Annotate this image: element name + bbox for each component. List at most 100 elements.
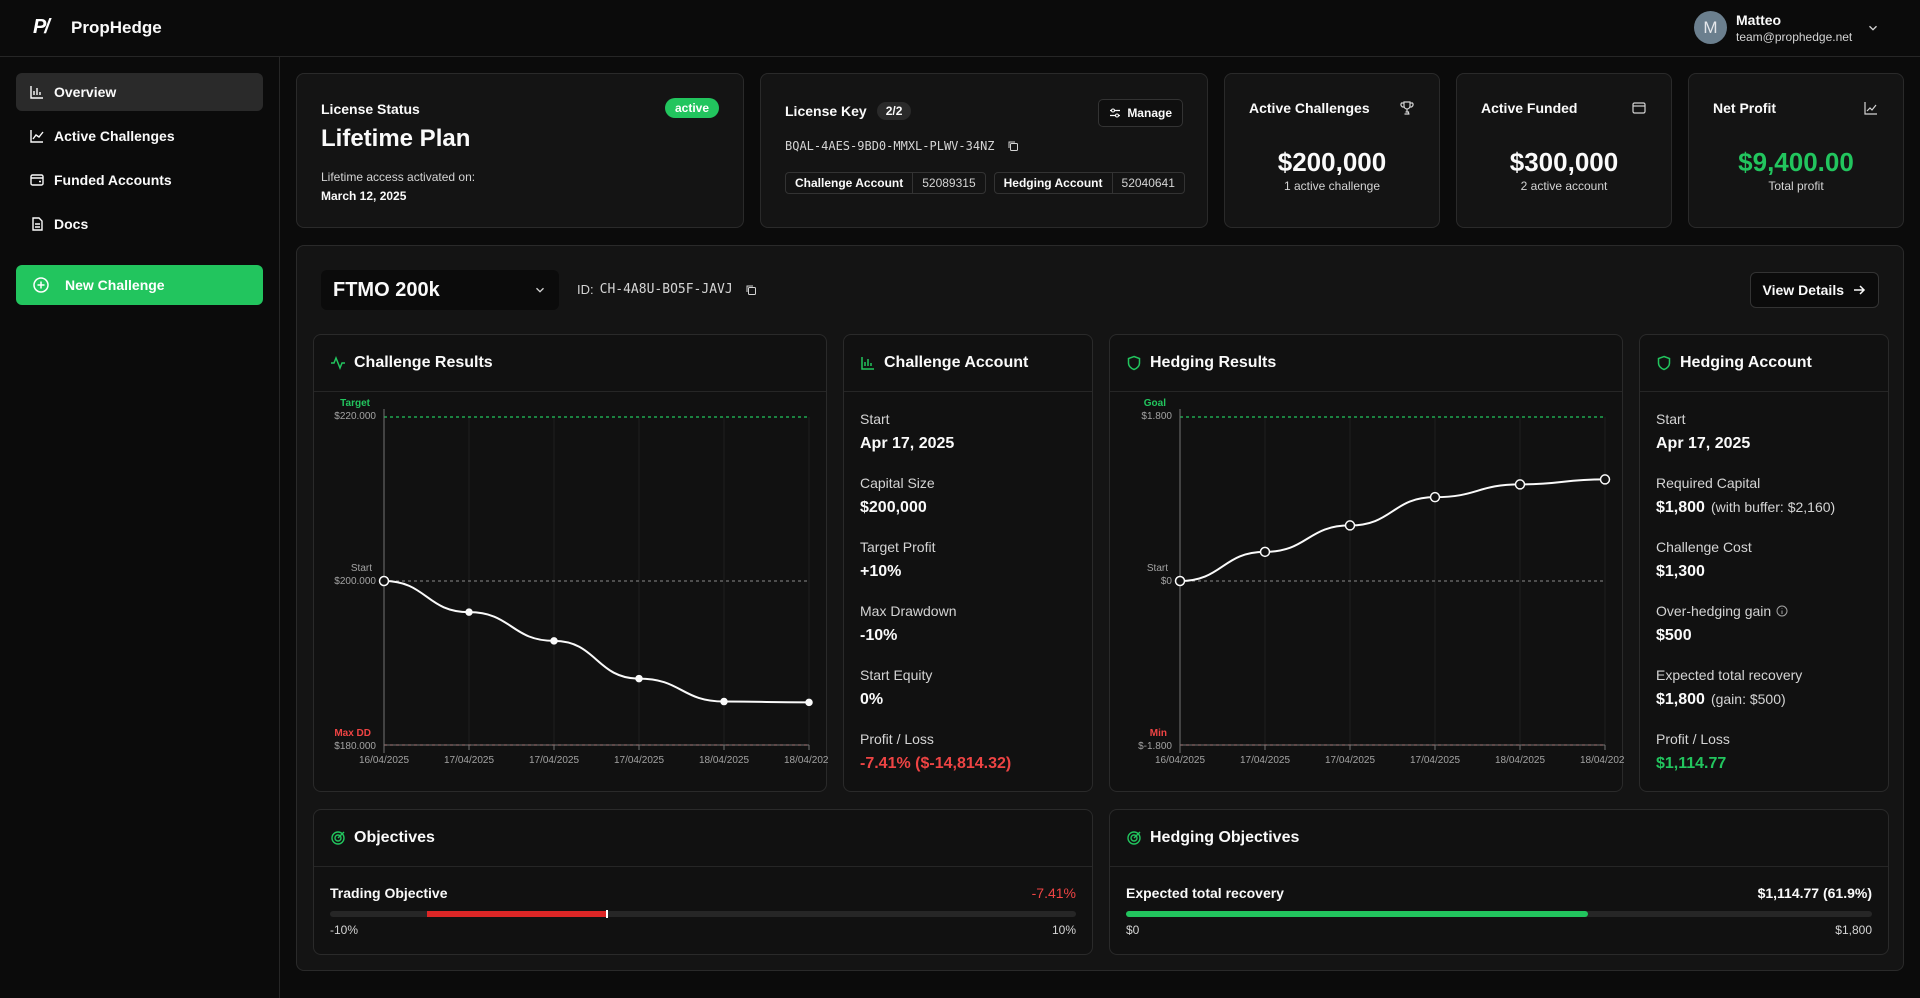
x-tick-label: 17/04/2025 [614,755,664,766]
detail-value: Apr 17, 2025 [860,435,954,453]
detail-start: Start Apr 17, 2025 [1656,411,1750,453]
info-icon[interactable] [1776,605,1788,617]
user-menu[interactable]: M Matteo team@prophedge.net [1694,11,1880,44]
user-name: Matteo [1736,12,1852,28]
data-point[interactable] [1431,493,1440,502]
detail-target-profit: Target Profit +10% [860,539,935,581]
panel-title: Challenge Account [884,354,1028,372]
copy-icon[interactable] [745,284,757,296]
detail-max-drawdown: Max Drawdown -10% [860,603,956,645]
top-bar: P/ PropHedge M Matteo team@prophedge.net [0,0,1920,57]
y-tick-mid: $0 [1161,576,1173,587]
objective-label: Trading Objective [330,885,447,901]
hedging-progress-track [1126,911,1872,917]
plan-name: Lifetime Plan [321,125,470,153]
panel-header: Challenge Results [314,335,826,392]
y-tick-top: $220.000 [334,411,376,422]
detail-profit-loss: Profit / Loss $1,114.77 [1656,731,1730,773]
data-point[interactable] [806,699,812,705]
data-point[interactable] [380,577,389,586]
data-point[interactable] [1346,521,1355,530]
detail-value-main: $1,800 [1656,499,1705,516]
chip-label: Hedging Account [995,173,1113,193]
new-challenge-button[interactable]: New Challenge [16,265,263,305]
x-tick-label: 17/04/2025 [444,755,494,766]
license-key-card: License Key 2/2 Manage BQAL-4AES-9BD0-MM… [760,73,1208,228]
data-point[interactable] [1261,547,1270,556]
hedging-results-chart: Goal $1.800 Start $0 Min $-1.800 16/04/2… [1110,393,1624,793]
hedging-objective-max: $1,800 [1835,923,1872,937]
panel-header: Challenge Account [844,335,1092,392]
data-point[interactable] [636,676,642,682]
target-icon [1126,830,1142,846]
detail-value: $1,800 (gain: $500) [1656,691,1802,709]
stat-sub: 1 active challenge [1225,179,1439,193]
detail-value: $1,800 (with buffer: $2,160) [1656,499,1835,517]
x-tick-label: 18/04/2025 [699,755,749,766]
logo[interactable]: P/ [33,16,48,39]
sidebar-item-funded-accounts[interactable]: Funded Accounts [16,161,263,199]
detail-label: Capital Size [860,475,935,491]
sidebar-item-overview[interactable]: Overview [16,73,263,111]
copy-icon[interactable] [1007,140,1019,152]
license-key-value: BQAL-4AES-9BD0-MMXL-PLWV-34NZ [785,139,995,153]
chip-value: 52089315 [913,176,984,190]
challenge-select[interactable]: FTMO 200k [321,270,559,310]
series-line [384,581,809,702]
data-point[interactable] [1601,475,1610,484]
chevron-down-icon[interactable] [1866,21,1880,35]
objective-value: -7.41% [1032,885,1076,901]
detail-value: $1,300 [1656,563,1752,581]
detail-label: Expected total recovery [1656,667,1802,683]
panel-header: Hedging Results [1110,335,1622,392]
sidebar-item-docs[interactable]: Docs [16,205,263,243]
series-line [1180,479,1605,581]
avatar[interactable]: M [1694,11,1727,44]
active-funded-card: Active Funded $300,000 2 active account [1456,73,1672,228]
x-tick-label: 17/04/2025 [1325,755,1375,766]
x-tick-label: 17/04/2025 [529,755,579,766]
chip-value: 52040641 [1113,176,1184,190]
hedging-account-card: Hedging Account Start Apr 17, 2025 Requir… [1639,334,1889,792]
data-point[interactable] [551,638,557,644]
net-profit-card: Net Profit $9,400.00 Total profit [1688,73,1904,228]
challenge-select-value: FTMO 200k [333,279,440,302]
shield-icon [1126,355,1142,371]
data-point[interactable] [1176,577,1185,586]
stat-title: Net Profit [1713,100,1776,116]
stat-sub: Total profit [1689,179,1903,193]
maxdd-label: Max DD [334,728,371,739]
detail-value: +10% [860,563,935,581]
data-point[interactable] [721,699,727,705]
activated-date: March 12, 2025 [321,189,406,203]
detail-label: Start [1656,411,1750,427]
sidebar-item-active-challenges[interactable]: Active Challenges [16,117,263,155]
detail-label: Required Capital [1656,475,1835,491]
data-point[interactable] [466,609,472,615]
detail-value: Apr 17, 2025 [1656,435,1750,453]
challenge-account-card: Challenge Account Start Apr 17, 2025 Capi… [843,334,1093,792]
detail-value-main: $1,114.77 [1656,755,1726,772]
min-label: Min [1150,728,1167,739]
sidebar: Overview Active Challenges Funded Accoun… [0,57,280,998]
y-tick-mid: $200.000 [334,576,376,587]
manage-button[interactable]: Manage [1098,99,1183,127]
stat-title: Active Challenges [1249,100,1370,116]
wallet-icon [1631,100,1647,116]
challenge-results-card: Challenge Results Target $220.000 Start … [313,334,827,792]
panel-title: Objectives [354,829,435,847]
view-details-button[interactable]: View Details [1750,272,1879,308]
hedging-account-chip: Hedging Account 52040641 [994,172,1185,194]
data-point[interactable] [1516,480,1525,489]
detail-value-extra: (with buffer: $2,160) [1711,499,1835,515]
panel-title: Hedging Account [1680,354,1812,372]
x-tick-label: 18/04/2025 [784,755,828,766]
x-tick-label: 17/04/2025 [1240,755,1290,766]
license-count-badge: 2/2 [877,102,912,120]
detail-label: Start [860,411,954,427]
panel-header: Hedging Objectives [1110,810,1888,867]
license-status-card: License Status active Lifetime Plan Life… [296,73,744,228]
view-details-label: View Details [1763,282,1844,298]
chip-label: Challenge Account [786,173,913,193]
sidebar-item-label: Funded Accounts [54,172,172,188]
